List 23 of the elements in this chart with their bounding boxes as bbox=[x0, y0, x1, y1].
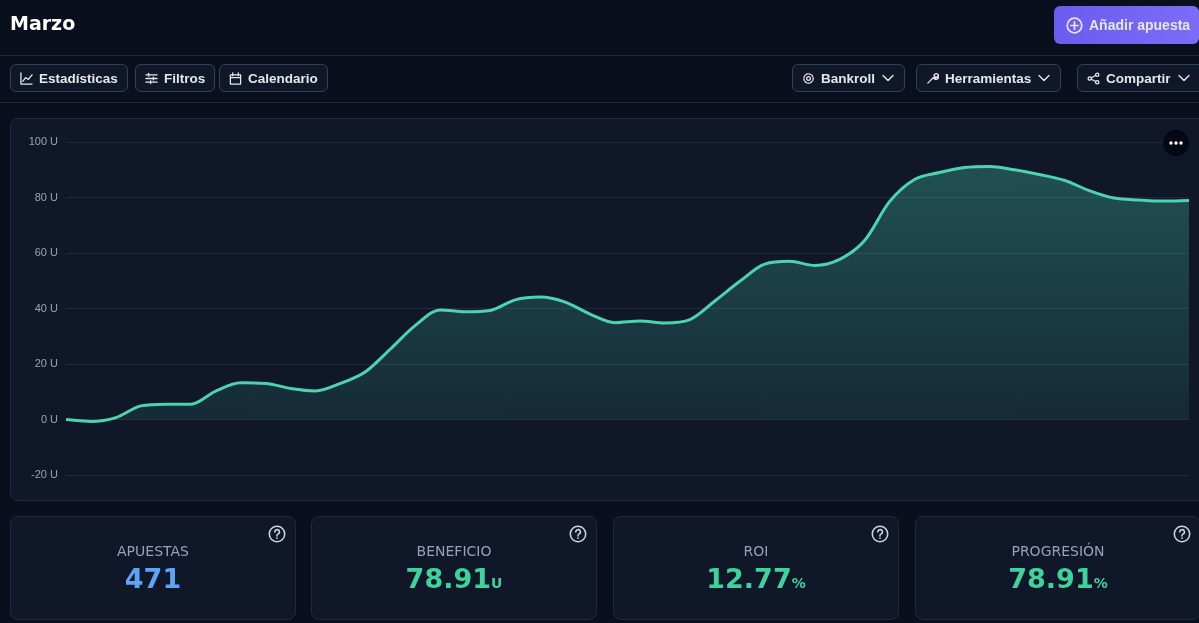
text: Herramientas bbox=[945, 70, 1032, 86]
y-tick-label: 100 U bbox=[28, 135, 59, 148]
text: Bankroll bbox=[821, 70, 876, 86]
y-tick-label: -20 U bbox=[31, 468, 59, 481]
text: Calendario bbox=[248, 70, 318, 86]
text: 471 bbox=[123, 563, 183, 594]
y-tick-label: 20 U bbox=[34, 357, 59, 370]
y-tick-label: 40 U bbox=[34, 301, 59, 314]
text: Filtros bbox=[164, 70, 206, 86]
text: Compartir bbox=[1106, 70, 1171, 86]
text: ROI bbox=[742, 543, 770, 559]
text: Marzo bbox=[10, 12, 76, 34]
text: 78.91% bbox=[1007, 563, 1109, 594]
text: BENEFICIO bbox=[415, 543, 493, 559]
text: PROGRESIÓN bbox=[1010, 543, 1106, 559]
text: Añadir apuesta bbox=[1089, 17, 1191, 33]
text: 12.77% bbox=[705, 563, 807, 594]
text: Estadísticas bbox=[39, 70, 118, 86]
y-tick-label: 60 U bbox=[34, 246, 59, 259]
text: APUESTAS bbox=[116, 543, 190, 559]
text: 78.91U bbox=[404, 563, 504, 594]
y-tick-label: 80 U bbox=[34, 190, 59, 203]
y-tick-label: 0 U bbox=[40, 412, 59, 425]
